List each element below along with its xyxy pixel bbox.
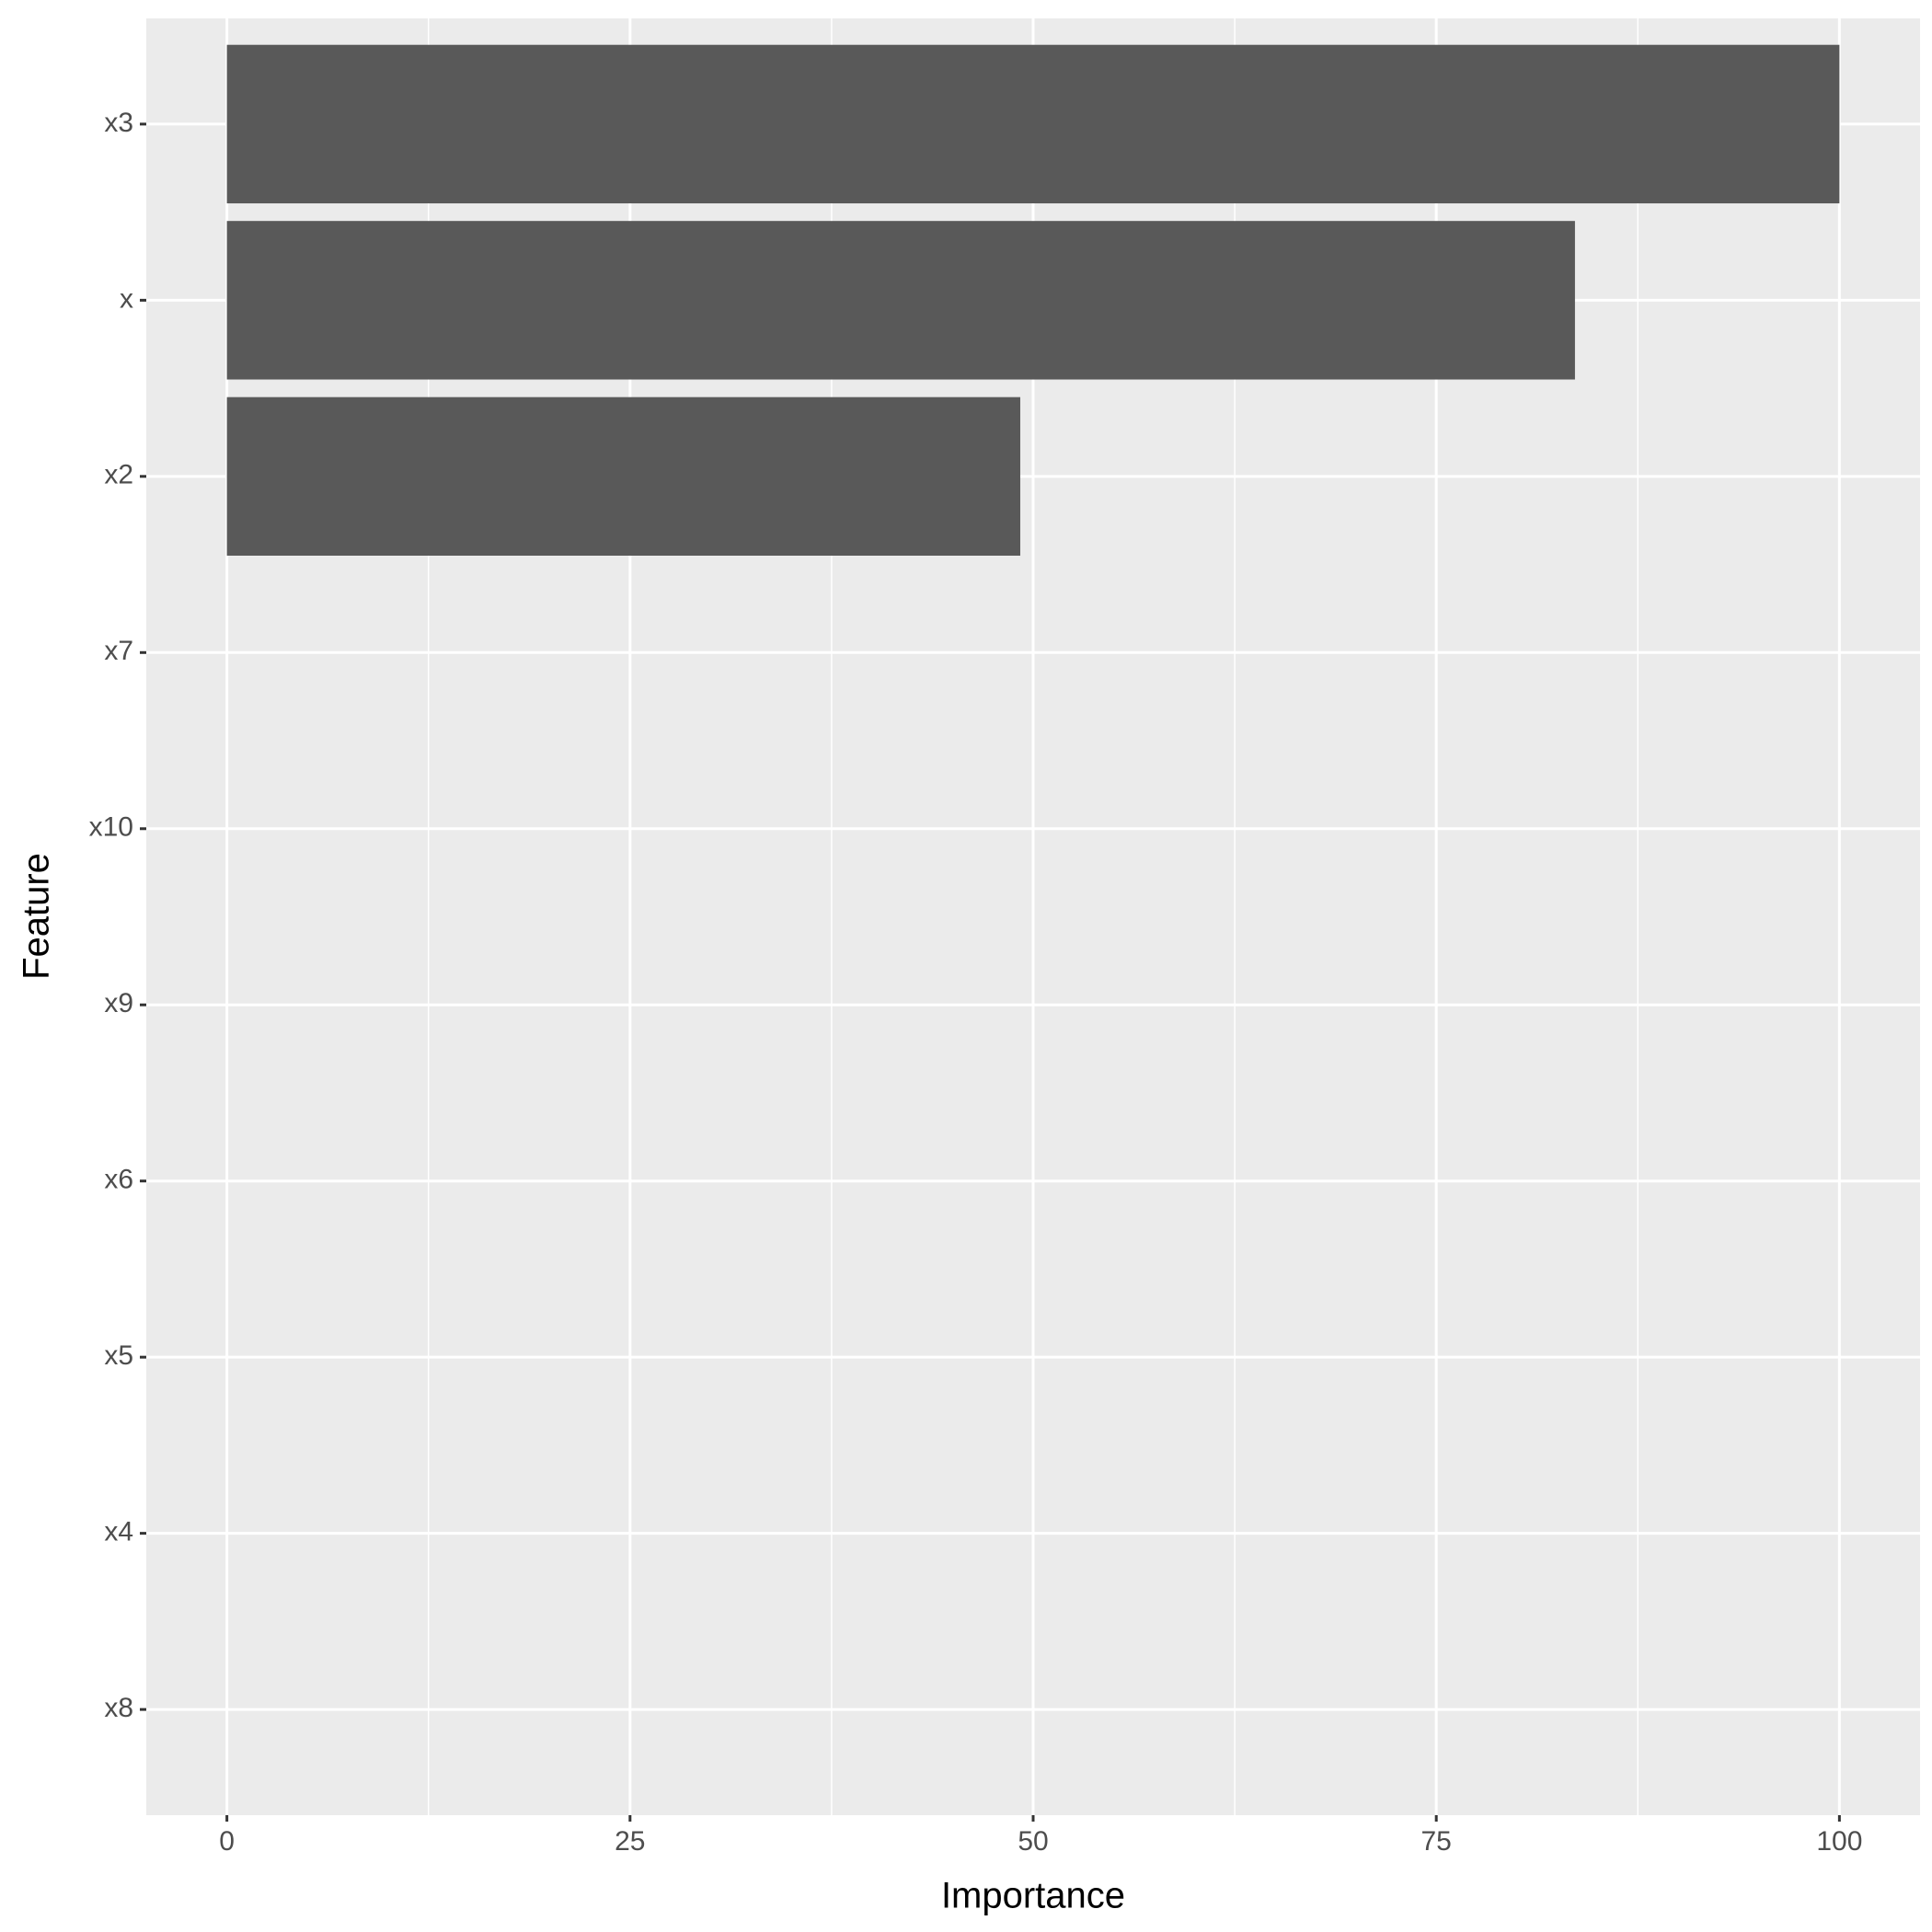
y-tick-label: x	[120, 283, 133, 314]
bar	[226, 397, 1020, 556]
y-tick-label: x7	[104, 636, 133, 666]
y-tick-label: x10	[89, 812, 133, 843]
y-tick-label: x3	[104, 108, 133, 138]
bar	[226, 221, 1575, 380]
y-tick-label: x2	[104, 460, 133, 490]
x-tick-label: 75	[1420, 1826, 1451, 1857]
y-axis-title: Feature	[17, 853, 57, 980]
x-tick-label: 100	[1816, 1826, 1862, 1857]
x-tick-label: 50	[1018, 1826, 1048, 1857]
y-tick-label: x4	[104, 1517, 133, 1547]
x-axis-title: Importance	[941, 1876, 1125, 1916]
x-tick-label: 0	[219, 1826, 235, 1857]
bar	[226, 44, 1840, 204]
y-tick-label: x8	[104, 1693, 133, 1723]
x-tick-label: 25	[615, 1826, 645, 1857]
y-tick-label: x5	[104, 1340, 133, 1371]
y-tick-label: x9	[104, 988, 133, 1018]
y-tick-label: x6	[104, 1165, 133, 1195]
